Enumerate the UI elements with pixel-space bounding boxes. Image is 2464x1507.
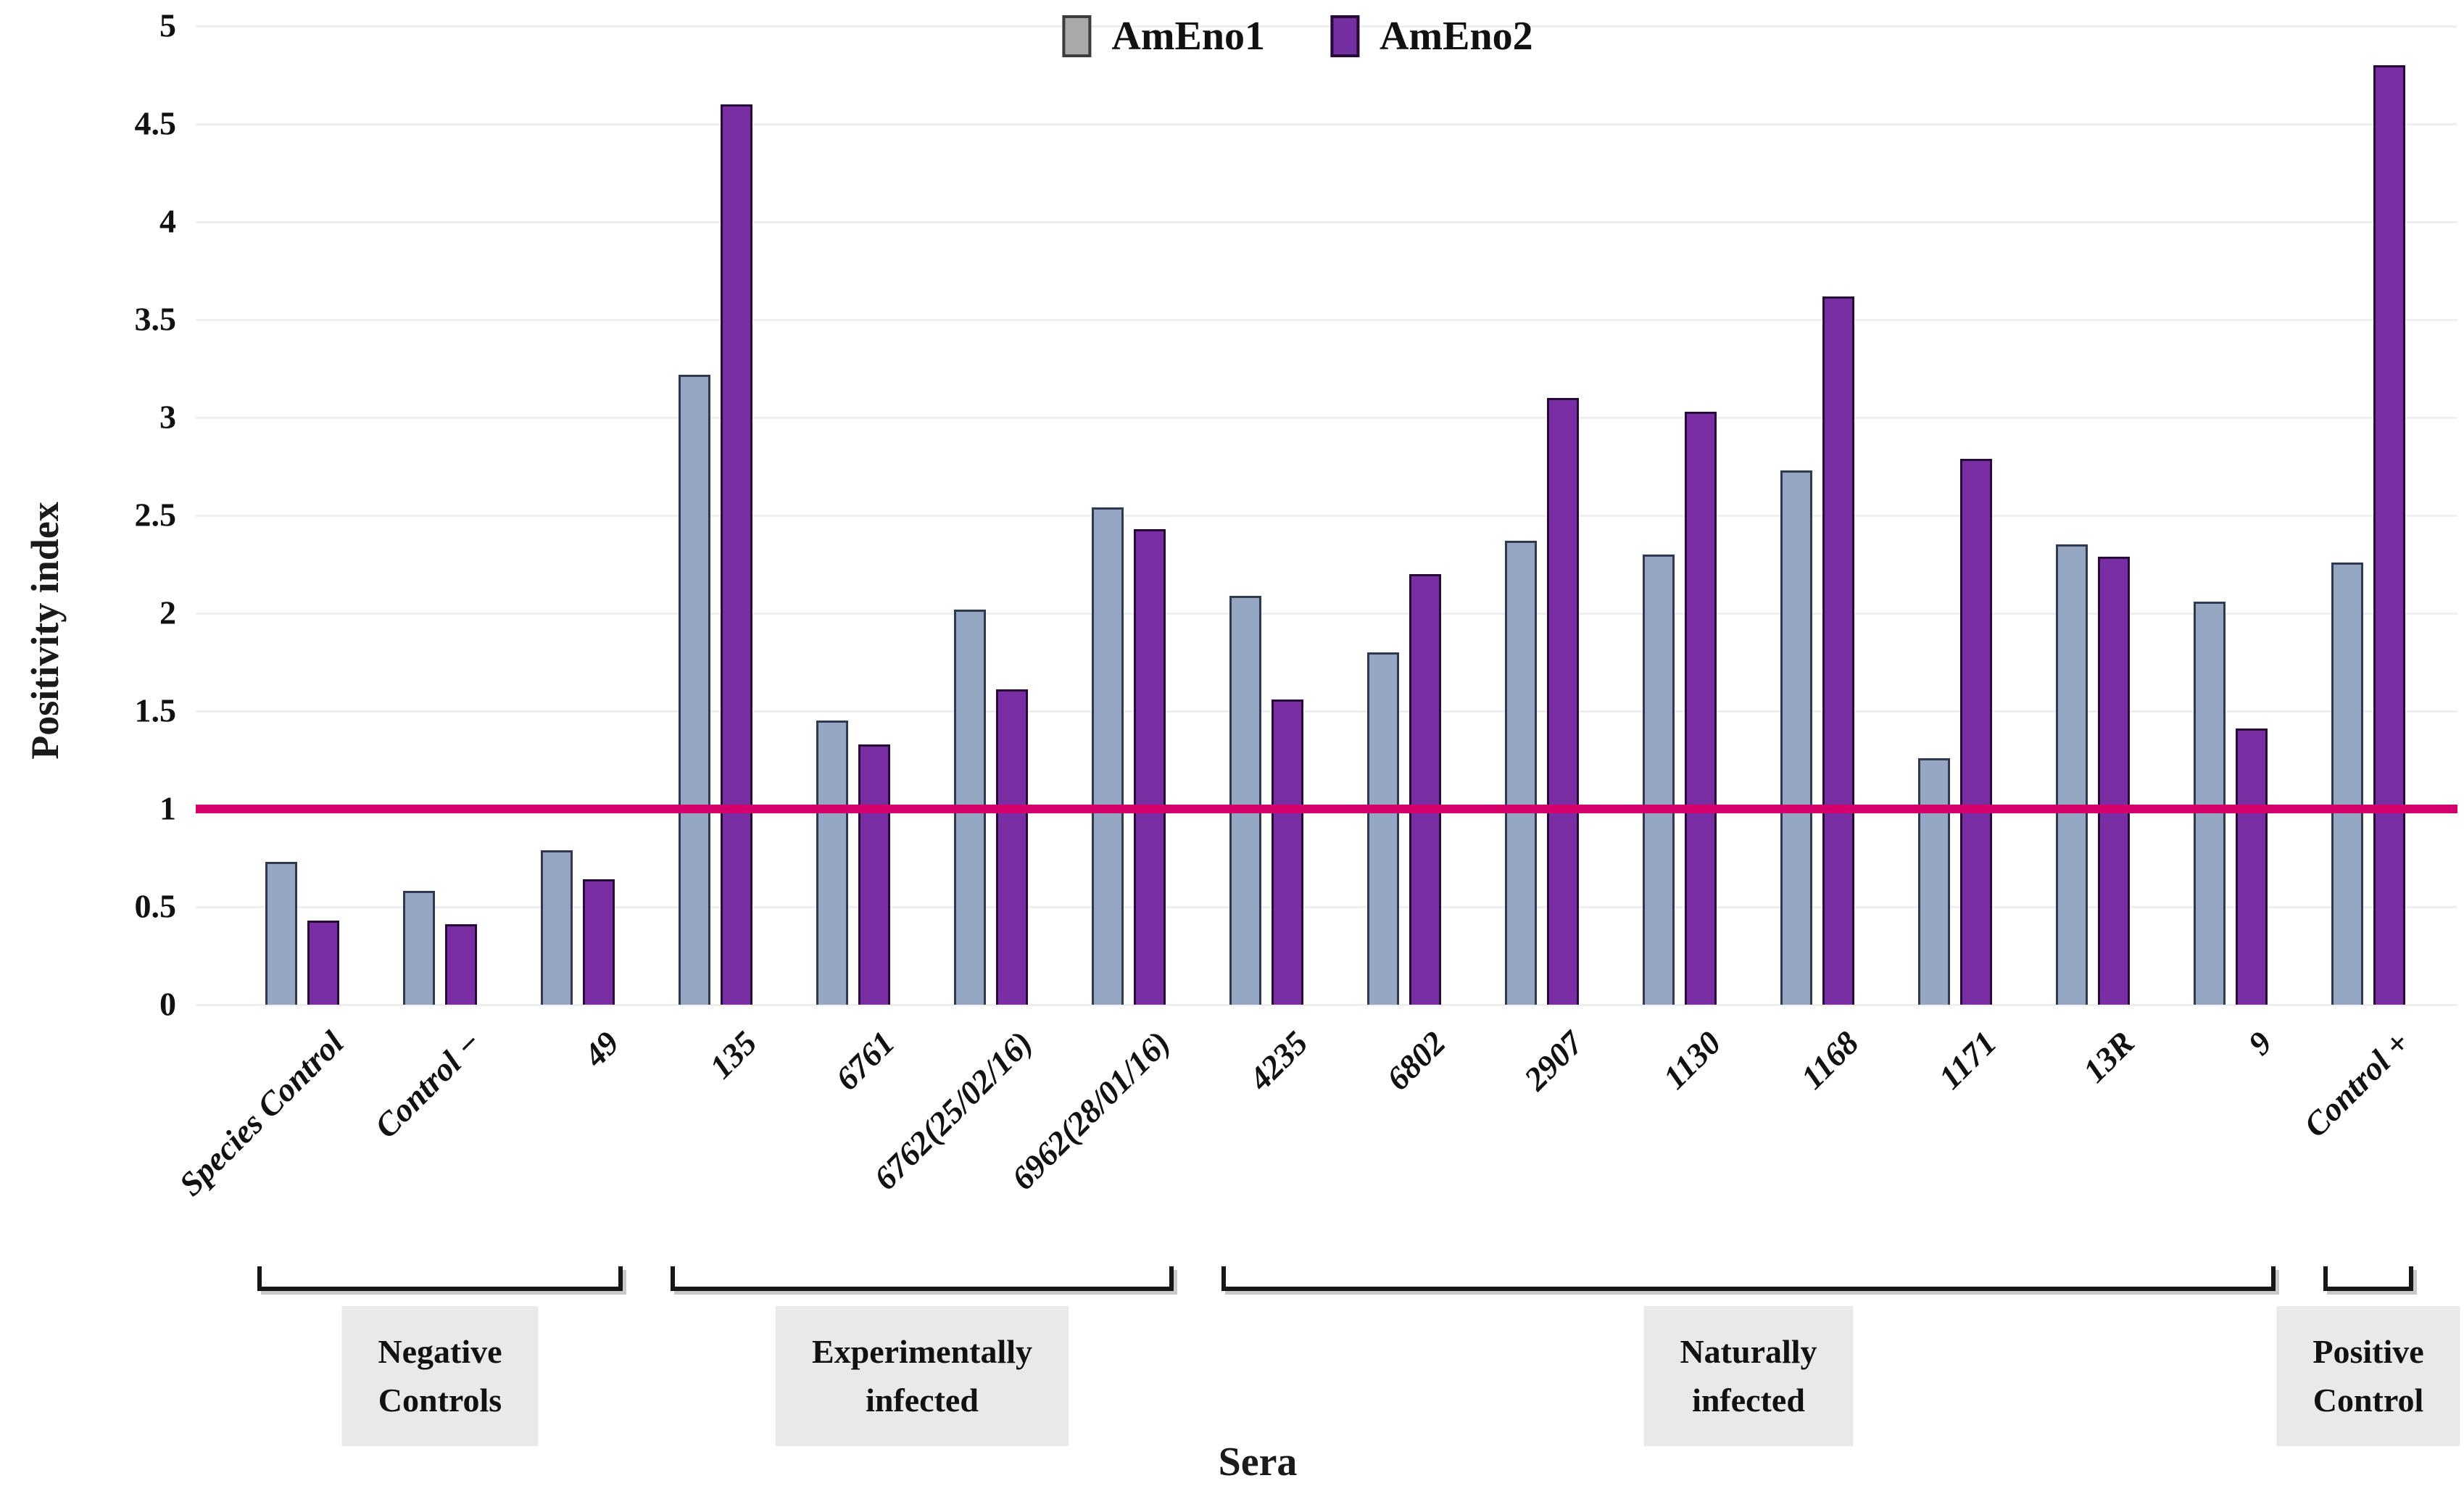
legend: AmEno1 AmEno2 <box>1062 13 1533 59</box>
y-tick-label-4-5: 4.5 <box>134 104 177 142</box>
x-category-label-49: 49 <box>576 1024 626 1074</box>
group-label-box-experimentally-infected: Experimentally infected <box>775 1306 1069 1447</box>
y-tick-label-1: 1 <box>159 789 176 827</box>
bar-ameno2-1171 <box>1960 459 1992 1005</box>
x-category-label-2907: 2907 <box>1517 1024 1590 1097</box>
y-tick-label-3-5: 3.5 <box>134 300 177 338</box>
bar-ameno2-1130 <box>1685 412 1717 1005</box>
gridline-y-0 <box>196 1004 2457 1006</box>
legend-item-ameno2: AmEno2 <box>1330 13 1533 59</box>
gridline-y-3 <box>196 417 2457 419</box>
bar-ameno2-6762-25-02-16 <box>996 689 1028 1005</box>
group-label-box-negative-controls: Negative Controls <box>341 1306 539 1447</box>
group-label-box-positive-control: Positive Control <box>2276 1306 2460 1447</box>
legend-swatch-ameno2-icon <box>1330 15 1359 57</box>
y-tick-label-0: 0 <box>159 985 176 1023</box>
group-label-line1: Naturally <box>1680 1333 1817 1370</box>
y-tick-label-2-5: 2.5 <box>134 496 177 534</box>
bar-ameno2-135 <box>721 104 752 1005</box>
x-category-label-6802: 6802 <box>1379 1024 1453 1097</box>
gridline-y-2-5 <box>196 515 2457 517</box>
bar-ameno2-control <box>2373 65 2405 1005</box>
legend-item-ameno1: AmEno1 <box>1062 13 1265 59</box>
bar-ameno1-1168 <box>1780 470 1812 1005</box>
bar-ameno1-4235 <box>1229 596 1261 1005</box>
legend-label-ameno2: AmEno2 <box>1380 14 1533 59</box>
gridline-y-4 <box>196 221 2457 223</box>
x-category-label-6761: 6761 <box>828 1024 902 1097</box>
bar-ameno2-species-control <box>307 921 339 1005</box>
x-category-label-4235: 4235 <box>1241 1024 1315 1097</box>
gridline-y-1-5 <box>196 710 2457 713</box>
bar-ameno1-13r <box>2056 544 2088 1005</box>
y-tick-label-0-5: 0.5 <box>134 887 177 925</box>
bar-ameno1-species-control <box>265 862 297 1005</box>
x-category-label-1130: 1130 <box>1656 1024 1728 1097</box>
gridline-y-2 <box>196 613 2457 615</box>
x-category-label-species-control: Species Control <box>172 1024 351 1203</box>
y-tick-label-5: 5 <box>159 7 176 44</box>
bar-ameno1-control <box>403 891 435 1005</box>
bar-ameno2-6761 <box>858 744 890 1005</box>
legend-swatch-ameno1-icon <box>1062 15 1092 57</box>
bar-ameno2-9 <box>2236 728 2268 1005</box>
bar-ameno1-49 <box>541 850 573 1005</box>
x-category-label-9: 9 <box>2241 1024 2279 1063</box>
group-label-line2: Control <box>2312 1381 2424 1419</box>
group-label-line1: Negative <box>378 1333 502 1370</box>
group-label-line2: infected <box>1692 1381 1805 1419</box>
bar-ameno1-6761 <box>816 721 848 1005</box>
group-label-line1: Experimentally <box>811 1333 1033 1370</box>
y-tick-label-3: 3 <box>159 398 176 436</box>
group-bracket-negative-controls <box>257 1266 623 1291</box>
group-label-line1: Positive <box>2312 1333 2424 1370</box>
cutoff-line <box>196 805 2457 813</box>
group-bracket-positive-control <box>2323 1266 2413 1291</box>
bar-ameno1-9 <box>2194 602 2226 1005</box>
bar-ameno1-control <box>2331 562 2363 1005</box>
bar-ameno2-control <box>445 924 477 1005</box>
bar-ameno2-6802 <box>1409 574 1441 1005</box>
x-category-label-135: 135 <box>702 1024 764 1086</box>
group-bracket-experimentally-infected <box>671 1266 1174 1291</box>
bar-ameno2-1168 <box>1822 296 1854 1005</box>
gridline-y-3-5 <box>196 319 2457 321</box>
x-category-label-control: Control + <box>2296 1024 2417 1145</box>
bar-ameno1-1171 <box>1918 758 1950 1005</box>
bar-ameno1-2907 <box>1505 541 1537 1005</box>
x-category-label-1171: 1171 <box>1931 1024 2004 1097</box>
gridline-y-4-5 <box>196 123 2457 125</box>
gridline-y-5 <box>196 25 2457 28</box>
bar-ameno1-1130 <box>1643 555 1675 1005</box>
x-axis-title: Sera <box>1218 1440 1298 1485</box>
bar-ameno2-4235 <box>1272 699 1303 1005</box>
bar-ameno1-135 <box>679 375 710 1005</box>
y-tick-label-1-5: 1.5 <box>134 692 177 729</box>
bar-ameno1-6802 <box>1367 652 1399 1005</box>
bar-ameno2-6962-28-01-16 <box>1134 529 1166 1005</box>
bar-ameno1-6962-28-01-16 <box>1092 507 1124 1005</box>
x-category-label-1168: 1168 <box>1793 1024 1866 1097</box>
bar-ameno2-49 <box>583 879 615 1005</box>
group-bracket-naturally-infected <box>1221 1266 2276 1291</box>
gridline-y-0-5 <box>196 906 2457 908</box>
group-label-line2: infected <box>866 1381 979 1419</box>
y-tick-label-2: 2 <box>159 594 176 631</box>
x-category-label-13r: 13R <box>2075 1024 2141 1089</box>
bar-ameno2-13r <box>2098 557 2130 1005</box>
group-label-box-naturally-infected: Naturally infected <box>1643 1306 1854 1447</box>
bar-ameno2-2907 <box>1547 398 1579 1005</box>
legend-label-ameno1: AmEno1 <box>1111 14 1265 59</box>
y-tick-label-4: 4 <box>159 202 176 240</box>
group-label-line2: Controls <box>378 1381 502 1419</box>
x-category-label-control: Control − <box>367 1024 489 1145</box>
